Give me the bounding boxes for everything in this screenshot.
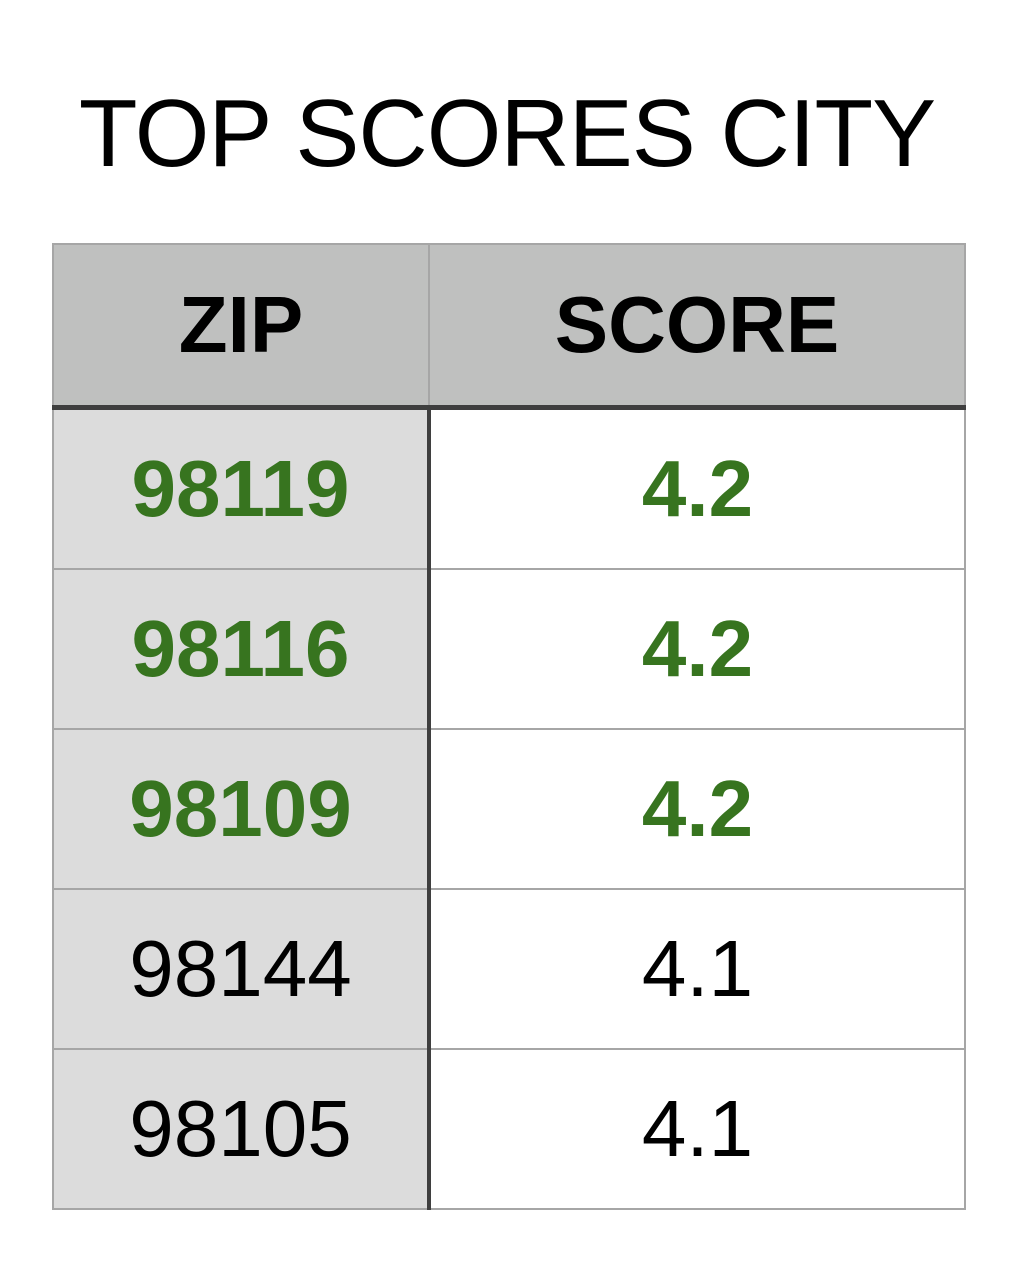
score-cell: 4.2 [428, 568, 966, 730]
table-row: 98105 4.1 [52, 1048, 966, 1210]
score-cell: 4.2 [428, 728, 966, 890]
column-header-score: SCORE [428, 243, 966, 410]
zip-cell: 98116 [52, 568, 431, 730]
zip-cell: 98119 [52, 406, 431, 570]
score-cell: 4.2 [428, 406, 966, 570]
column-header-zip: ZIP [52, 243, 430, 410]
zip-cell: 98105 [52, 1048, 431, 1210]
table-row: 98119 4.2 [52, 406, 966, 570]
score-cell: 4.1 [428, 1048, 966, 1210]
table-row: 98116 4.2 [52, 568, 966, 730]
table-row: 98109 4.2 [52, 728, 966, 890]
table-header-row: ZIP SCORE [52, 243, 966, 410]
scores-table: ZIP SCORE 98119 4.2 98116 4.2 98109 4.2 … [52, 243, 966, 1210]
table-row: 98144 4.1 [52, 888, 966, 1050]
page-title: TOP SCORES CITY [78, 80, 936, 187]
zip-cell: 98109 [52, 728, 431, 890]
zip-cell: 98144 [52, 888, 431, 1050]
score-cell: 4.1 [428, 888, 966, 1050]
